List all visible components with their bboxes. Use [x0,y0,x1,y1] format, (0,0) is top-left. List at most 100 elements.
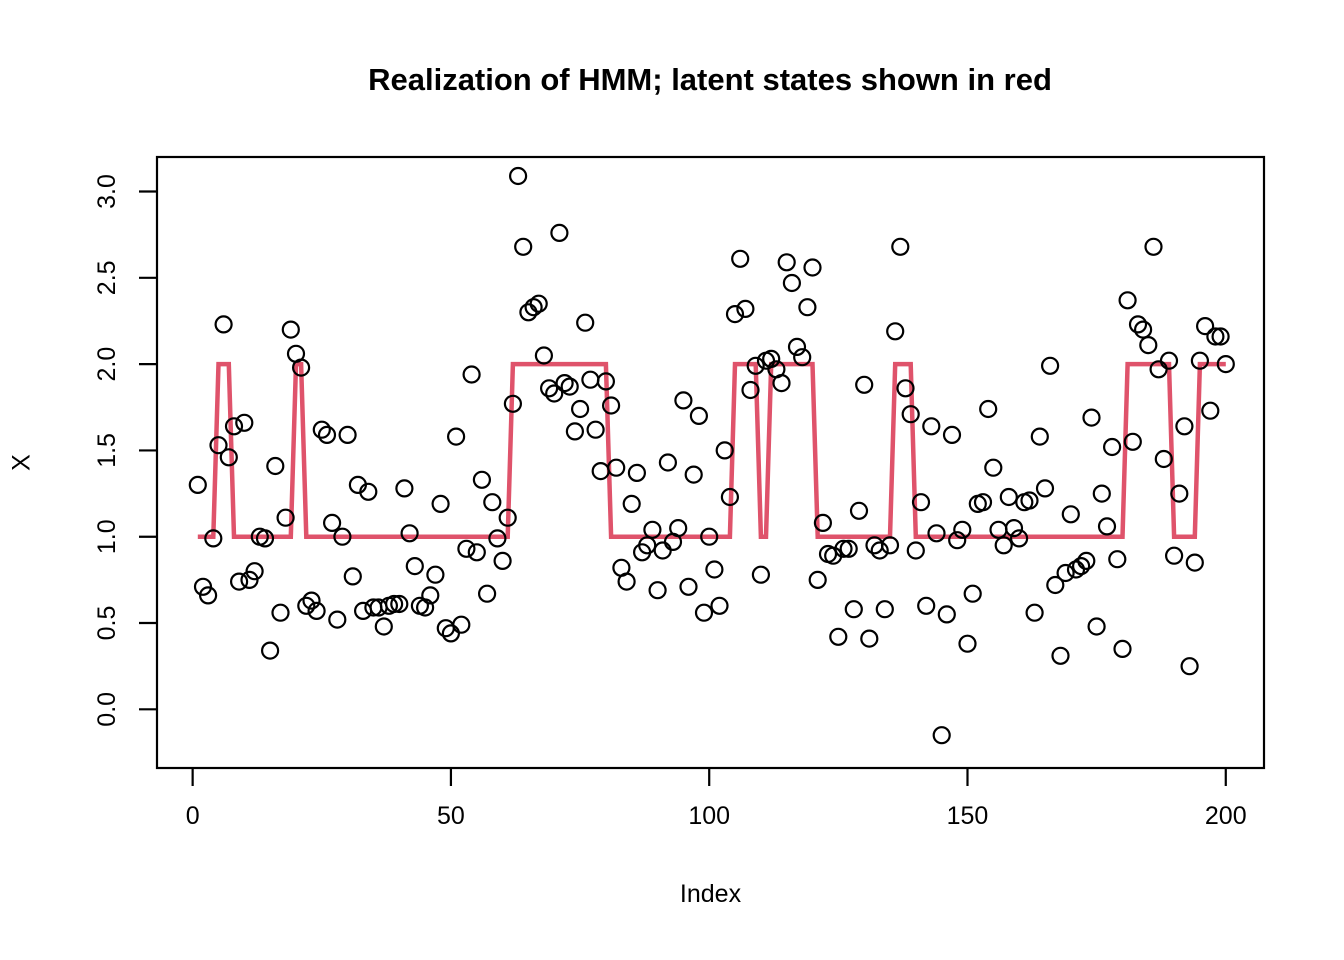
scatter-point [808,570,827,590]
scatter-point [503,394,523,413]
scatter-point [488,529,507,548]
scatter-point [204,529,223,548]
scatter-point [199,586,218,605]
scatter-point [762,349,781,368]
scatter-point [1195,317,1215,336]
x-tick-label: 100 [688,802,730,830]
scatter-point [674,391,693,410]
scatter-point [720,487,740,507]
scatter-point [870,541,889,560]
scatter-point [1004,518,1024,538]
scatter-point [1051,646,1070,665]
y-axis-label: X [7,454,36,471]
scatter-point [689,406,709,425]
scatter-point [958,634,977,653]
scatter-point [395,479,414,498]
scatter-point [596,372,616,391]
scatter-point [715,441,734,460]
scatter-point [700,527,719,546]
scatter-point [354,601,373,621]
x-tick-label: 50 [437,802,465,830]
scatter-point [188,475,207,494]
scatter-point [219,448,238,467]
scatter-point [1092,484,1111,503]
scatter-point [1211,327,1230,346]
scatter-point [973,493,993,512]
scatter-point [1113,639,1132,659]
y-tick-label: 1.5 [93,433,121,468]
scatter-point [209,436,228,455]
scatter-point [1190,351,1210,370]
scatter-point [927,524,946,543]
scatter-point [658,453,678,472]
scatter-point [529,294,548,313]
scatter-point [911,493,931,512]
scatter-point [586,420,605,439]
scatter-point [736,299,755,318]
scatter-point [746,356,765,375]
scatter-point [581,370,600,389]
scatter-point [1009,529,1029,548]
scatter-point [534,346,554,365]
scatter-point [1082,408,1101,427]
y-tick-label: 1.0 [93,519,121,554]
scatter-point [1216,355,1235,374]
scatter-point [839,539,858,558]
scatter-point [1170,484,1189,503]
scatter-point [1030,427,1049,446]
scatter-point [601,396,621,415]
scatter-point [472,470,491,489]
scatter-point [545,384,564,403]
scatter-point [374,617,393,636]
scatter-point [462,365,481,384]
scatter-point [1164,546,1184,565]
scatter-point [261,641,280,660]
scatter-point [508,166,528,186]
scatter-point [447,427,466,446]
scatter-point [1035,479,1055,498]
scatter-point [400,524,419,543]
x-tick-label: 200 [1205,802,1247,830]
scatter-point [917,596,936,615]
scatter-point [1025,603,1044,622]
scatter-point [224,417,244,436]
scatter-point [1087,617,1106,636]
scatter-point [539,379,559,398]
scatter-point [317,425,337,444]
y-tick-label: 2.5 [93,260,121,295]
scatter-point [416,598,435,617]
scatter-point [741,380,760,400]
scatter-point [710,596,729,615]
scatter-point [1206,327,1225,346]
scatter-point [782,273,802,293]
scatter-point [948,531,967,550]
scatter-point [576,313,595,332]
scatter-point [803,258,822,277]
scatter-point [359,482,378,501]
scatter-point [772,374,791,393]
scatter-point [271,603,290,622]
scatter-point [994,536,1013,555]
scatter-point [591,462,610,481]
scatter-point [937,605,956,624]
scatter-point [787,337,807,356]
scatter-point [467,543,486,562]
scatter-point [245,562,264,581]
scatter-point [999,487,1018,507]
scatter-point [896,379,915,398]
scatter-point [622,494,641,513]
scatter-point [984,458,1003,477]
scatter-point [922,417,941,436]
scatter-point [1061,505,1080,524]
scatter-point [302,591,321,610]
scatter-point [669,518,688,538]
y-tick-label: 0.5 [93,606,121,641]
scatter-point [849,501,869,520]
y-tick-label: 2.0 [93,347,121,382]
scatter-point [307,601,326,621]
scatter-point [266,456,285,476]
scatter-point [1185,553,1204,572]
scatter-point [555,374,574,393]
